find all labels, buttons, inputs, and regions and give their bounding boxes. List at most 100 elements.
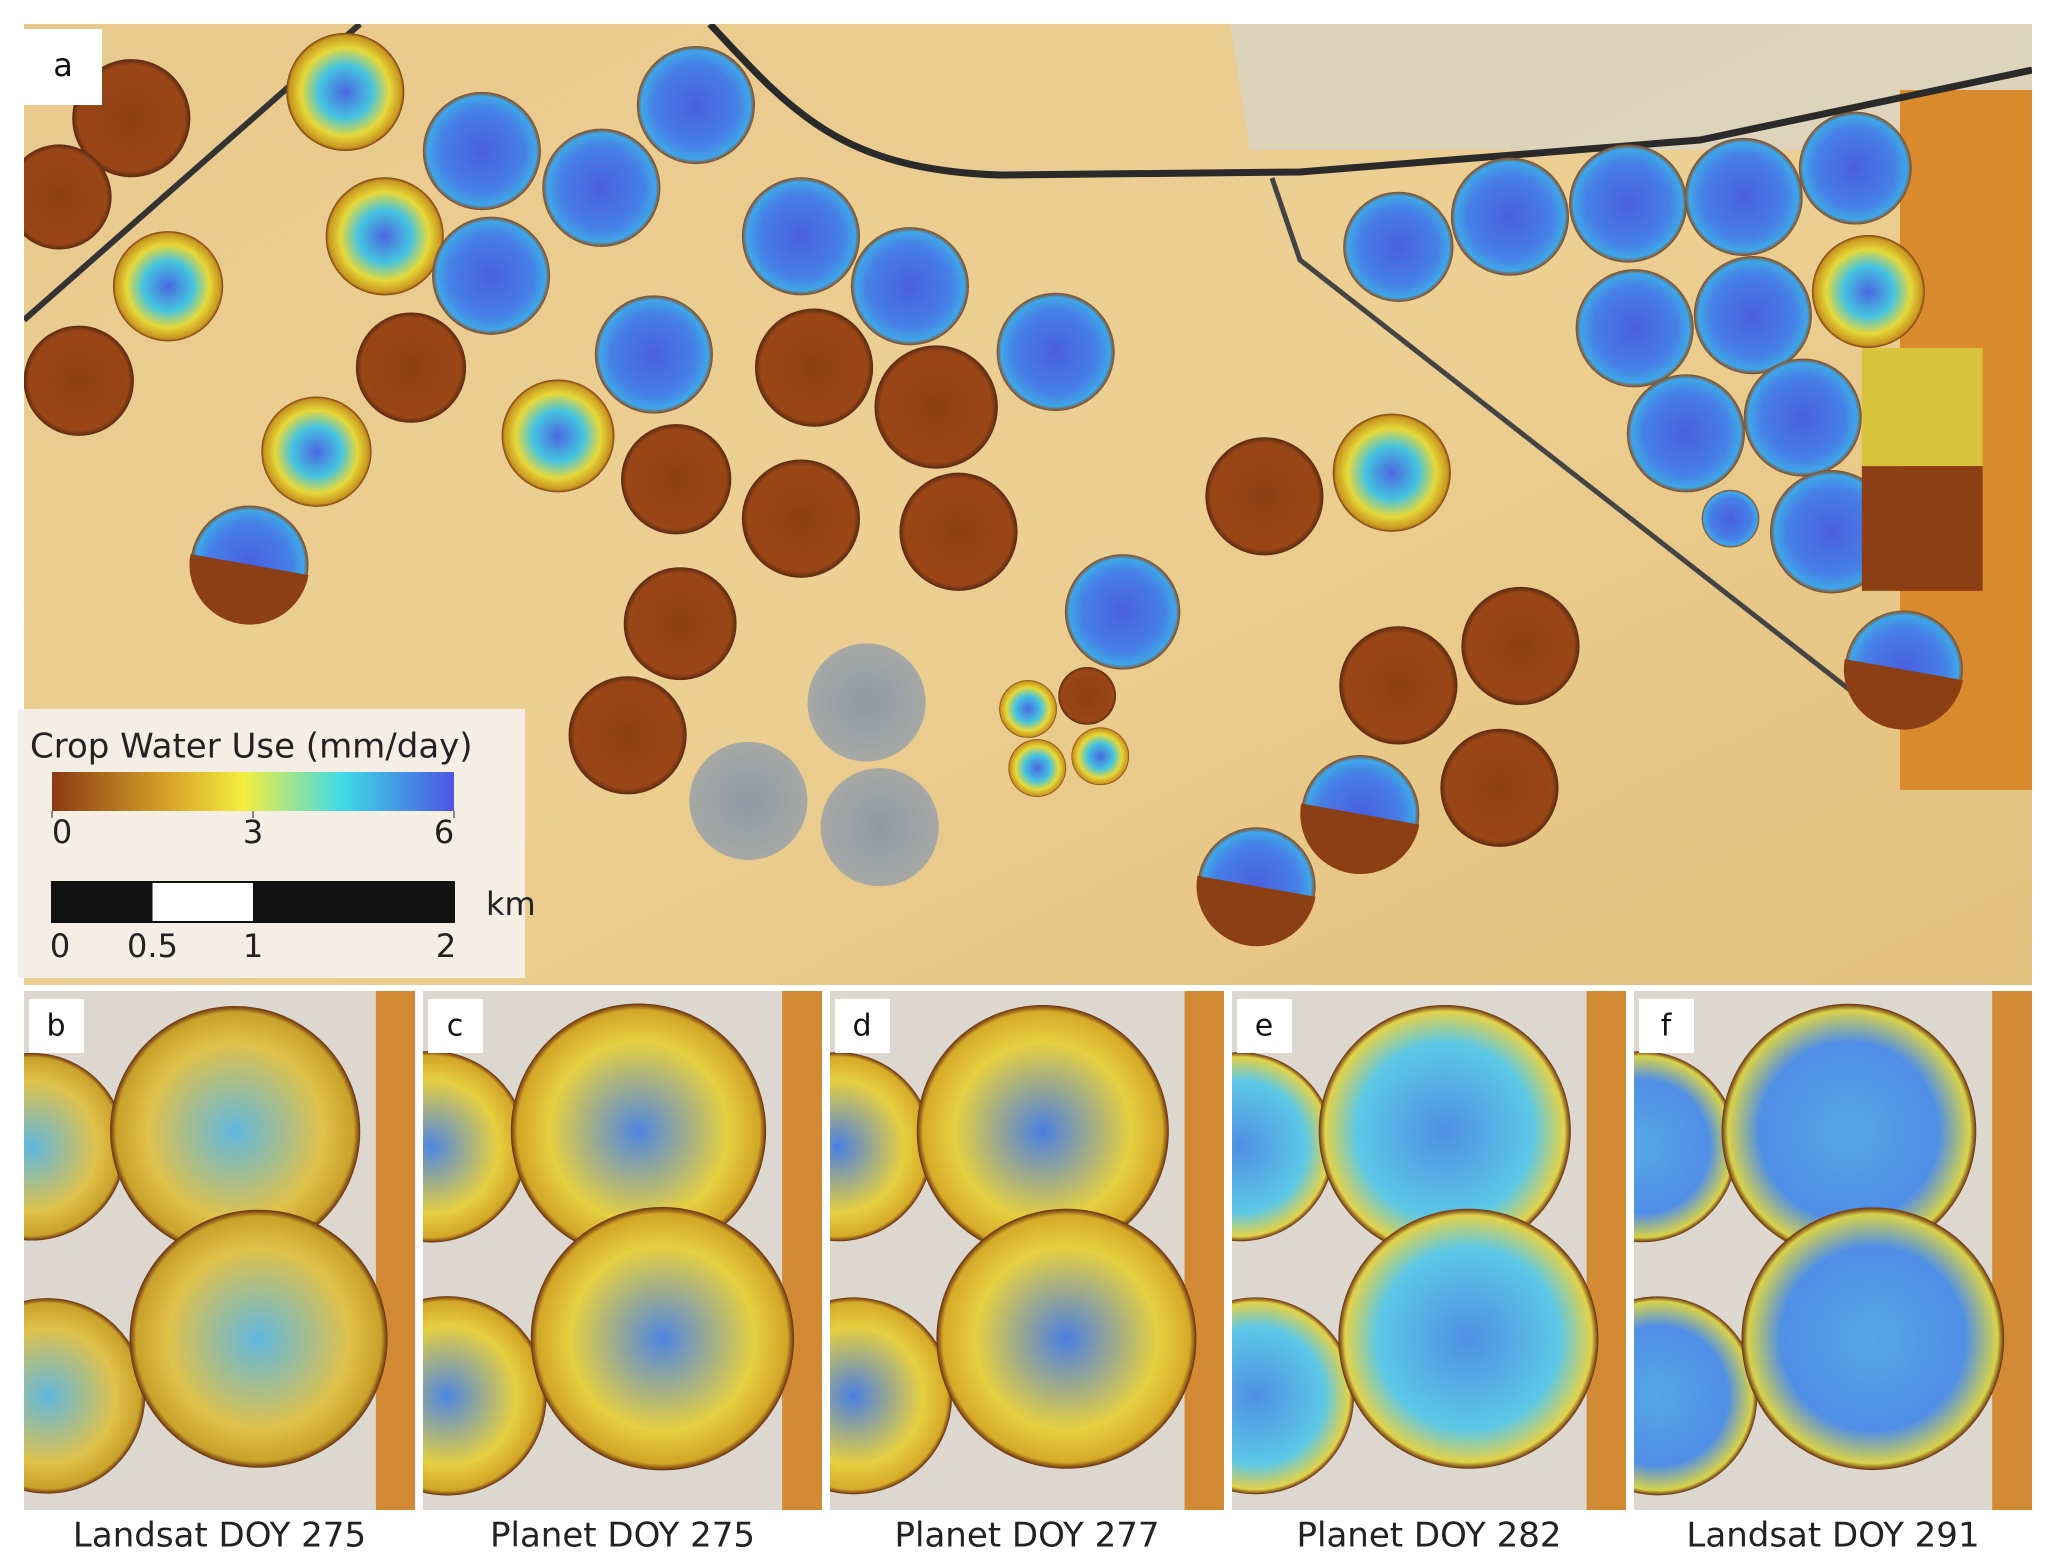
pivot-field [568,676,687,795]
pivot-field [510,1003,767,1259]
scalebar-tick-label: 0.5 [127,927,178,965]
label-box [1639,999,1694,1053]
scalebar-tick-label: 2 [436,927,456,965]
pivot-field [1071,727,1130,786]
colorbar [52,772,454,811]
colorbar-tick-label: 6 [434,813,454,851]
label-box [835,999,890,1053]
pivot-field [542,128,661,247]
subpanel [830,991,1224,1510]
pivot-field [899,472,1018,591]
scalebar-segment [253,882,454,922]
pivot-field [1798,111,1912,225]
legend-title: Crop Water Use (mm/day) [30,727,473,767]
pivot-field [1450,157,1570,276]
pivot-dry-half [189,554,309,625]
pivot-field [916,1005,1169,1258]
pivot-field [1721,1003,1977,1259]
pivot-field [1064,554,1181,670]
pivot-field [741,459,861,578]
pivot-field [129,1209,388,1468]
pivot-field [1811,235,1925,348]
pivot-field [850,227,969,346]
pivot-field [1741,1207,2005,1471]
sand-strip [1184,991,1224,1510]
pivot-field [1205,437,1324,556]
pivot-field [594,295,713,414]
pivot-field [999,680,1057,738]
pivot-field [1343,191,1454,302]
pivot-field [623,567,737,681]
scalebar-tick-label: 1 [243,927,263,965]
pivot-field [422,91,541,211]
pivot-field [936,1208,1197,1469]
panel-caption: Landsat DOY 291 [1686,1516,1979,1556]
pivot-field [996,292,1115,411]
label-box [1237,999,1292,1053]
scalebar-segment [152,882,253,922]
panel-caption: Planet DOY 282 [1297,1516,1562,1556]
pivot-field [431,216,551,335]
pivot-field [1058,667,1117,725]
pivot-partial [830,1297,953,1495]
scalebar-segment [52,882,153,922]
pivot-field [636,45,755,165]
pivot-field [1008,739,1067,797]
pivot-field [807,643,926,762]
pivot-field [24,325,134,436]
pivot-partial [1232,1297,1355,1495]
panel-label: a [53,46,73,84]
pivot-field [24,144,112,250]
pivot-field [1743,358,1862,477]
pivot-field [1701,489,1760,548]
scalebar-tick-label: 0 [50,927,70,965]
pivot-dry-half [1300,803,1420,875]
pivot-partial [24,1052,126,1241]
panel-label: e [1255,1009,1273,1044]
label-box [29,999,84,1053]
pivot-field [621,424,732,535]
pivot-field [1575,269,1694,388]
pivot-field [286,32,405,151]
pivot-field [1338,1208,1599,1469]
pivot-field [1626,374,1745,493]
pivot-field [261,396,372,507]
panel-caption: Planet DOY 275 [490,1516,755,1556]
pivot-field [501,379,615,493]
pivot-field [754,308,874,427]
pivot-partial [1634,1296,1758,1496]
pivot-field [112,231,224,342]
pivot-field [874,345,998,469]
pivot-field [325,177,444,296]
pivot-field [741,177,861,296]
pivot-dry-half [1196,875,1316,947]
scalebar-unit: km [486,885,536,923]
pivot-partial [423,1296,547,1496]
pivot-field [530,1207,795,1471]
sand-strip [1992,991,2032,1510]
pivot-field [820,768,939,887]
pivot-partial [423,1050,527,1243]
pivot-field [1339,626,1458,745]
pivot-field [1569,144,1688,263]
pivot-field [689,741,808,861]
pivot-partial [1634,1051,1738,1243]
pivot-field [110,1006,361,1257]
sand-strip [782,991,822,1510]
label-box [24,29,102,105]
panel-label: c [447,1009,464,1044]
field-rect [1861,466,1983,591]
subpanel [423,991,822,1510]
pivot-dry-half [1843,659,1963,730]
pivot-field [1461,586,1580,706]
colorbar-tick-label: 0 [52,813,72,851]
pivot-partial [830,1052,933,1242]
panel-label: d [852,1009,871,1044]
panel-label: f [1661,1009,1673,1044]
colorbar-tick-label: 3 [243,813,263,851]
sand-strip [1586,991,1626,1510]
panel-caption: Landsat DOY 275 [73,1516,366,1556]
scalebar-frame [51,881,455,923]
pivot-field [1684,137,1803,257]
